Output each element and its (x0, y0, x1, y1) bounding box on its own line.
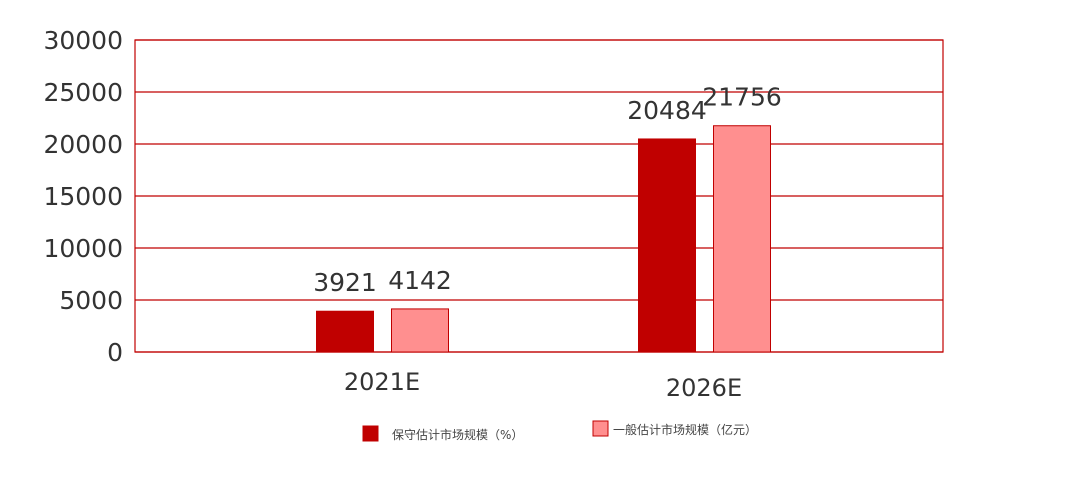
bar (638, 138, 696, 353)
y-tick-label: 15000 (43, 182, 123, 211)
data-label: 3921 (313, 268, 377, 297)
y-tick-label: 20000 (43, 130, 123, 159)
legend-swatch (592, 420, 609, 437)
y-tick-label: 10000 (43, 234, 123, 263)
legend-label: 一般估计市场规模（亿元） (613, 422, 757, 437)
x-tick-label: 2021E (344, 368, 420, 396)
y-tick-label: 5000 (59, 286, 123, 315)
legend-swatch (362, 425, 379, 442)
data-label: 21756 (702, 83, 782, 112)
data-label: 4142 (388, 266, 452, 295)
bar (391, 308, 449, 353)
y-tick-label: 0 (107, 338, 123, 367)
legend-label: 保守估计市场规模（%） (392, 427, 523, 442)
data-label: 20484 (627, 96, 707, 125)
y-tick-label: 30000 (43, 26, 123, 55)
plot-border (134, 39, 944, 353)
x-tick-label: 2026E (666, 374, 742, 402)
bar (713, 125, 771, 353)
bar (316, 310, 374, 353)
y-tick-label: 25000 (43, 78, 123, 107)
